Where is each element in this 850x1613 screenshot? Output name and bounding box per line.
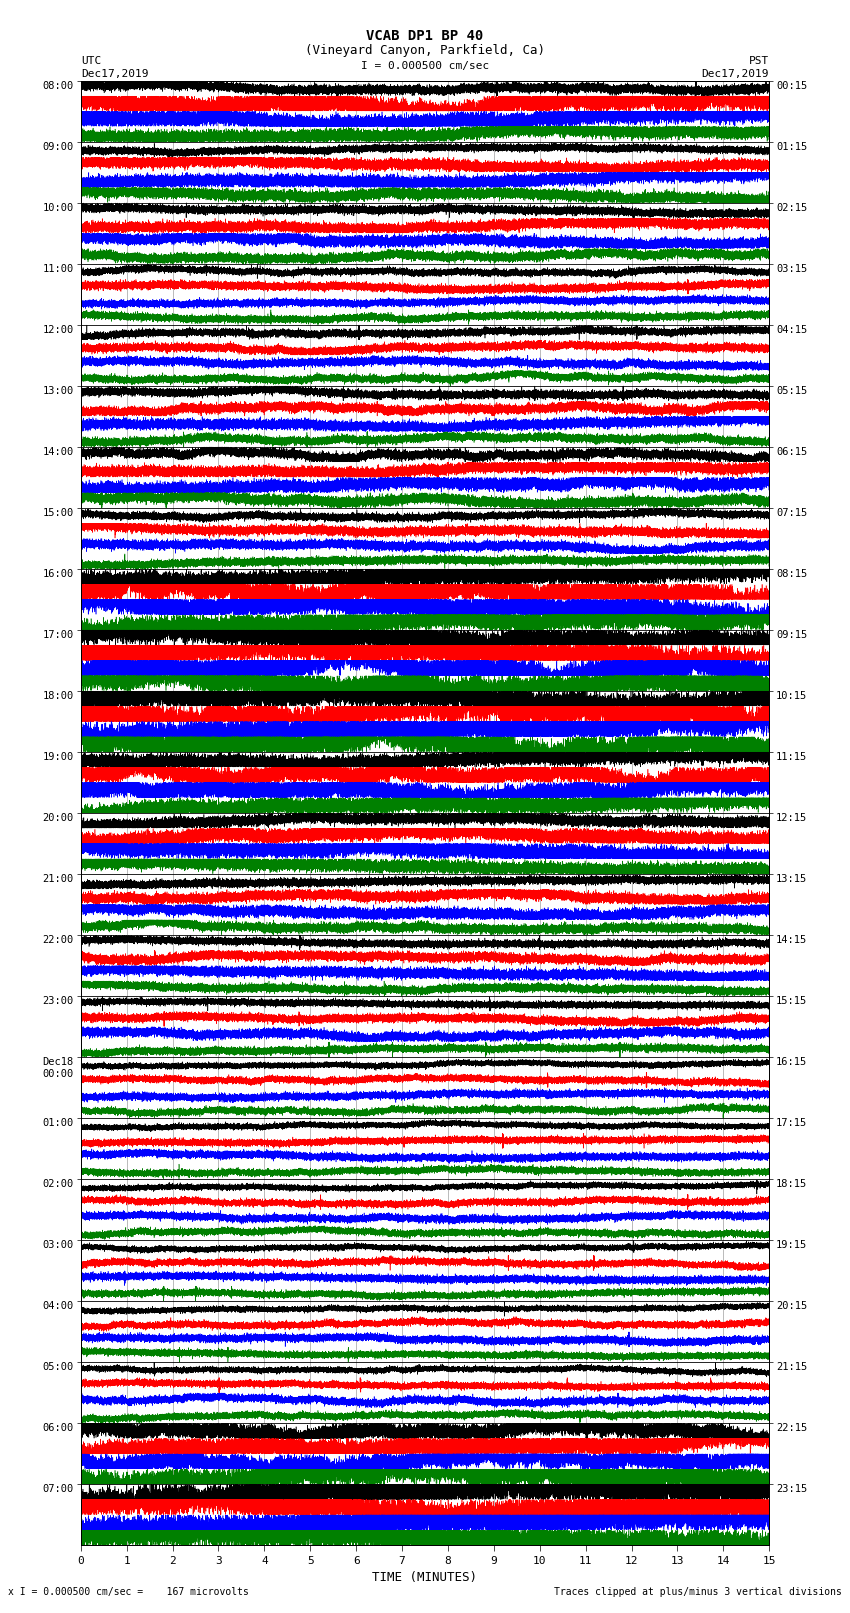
Text: (Vineyard Canyon, Parkfield, Ca): (Vineyard Canyon, Parkfield, Ca): [305, 44, 545, 56]
Text: Traces clipped at plus/minus 3 vertical divisions: Traces clipped at plus/minus 3 vertical …: [553, 1587, 842, 1597]
Text: Dec17,2019: Dec17,2019: [702, 69, 769, 79]
Text: Dec17,2019: Dec17,2019: [81, 69, 148, 79]
Text: UTC: UTC: [81, 56, 101, 66]
Text: I = 0.000500 cm/sec: I = 0.000500 cm/sec: [361, 61, 489, 71]
Text: PST: PST: [749, 56, 769, 66]
Text: x I = 0.000500 cm/sec =    167 microvolts: x I = 0.000500 cm/sec = 167 microvolts: [8, 1587, 249, 1597]
X-axis label: TIME (MINUTES): TIME (MINUTES): [372, 1571, 478, 1584]
Text: VCAB DP1 BP 40: VCAB DP1 BP 40: [366, 29, 484, 44]
